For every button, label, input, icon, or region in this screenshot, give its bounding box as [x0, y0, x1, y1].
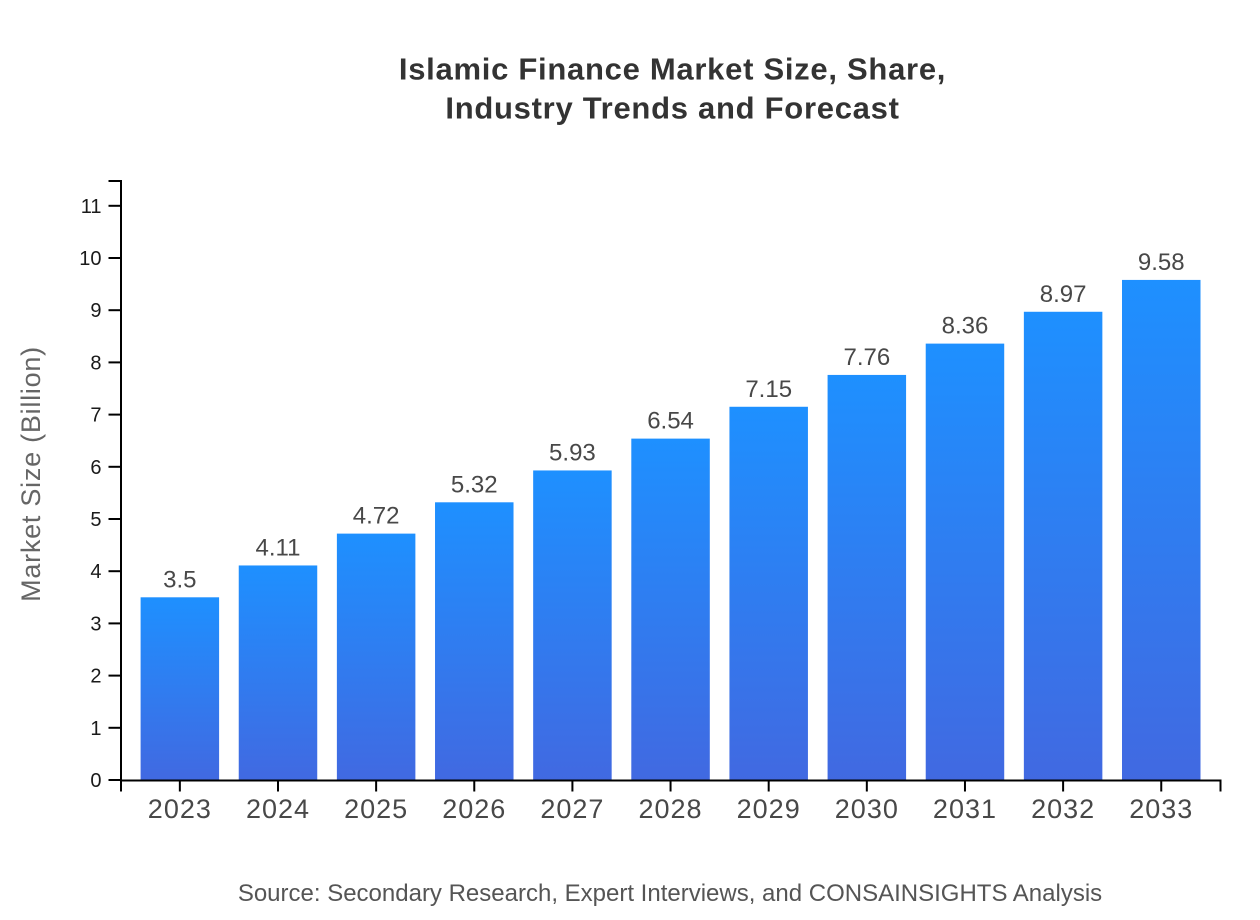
svg-text:0: 0 [90, 770, 101, 792]
svg-text:7.15: 7.15 [745, 376, 792, 403]
svg-text:2023: 2023 [148, 794, 212, 824]
svg-text:7: 7 [90, 405, 101, 427]
svg-text:2031: 2031 [933, 794, 997, 824]
svg-text:2026: 2026 [442, 794, 506, 824]
svg-text:2024: 2024 [246, 794, 310, 824]
svg-text:4: 4 [90, 561, 101, 583]
svg-text:2033: 2033 [1129, 794, 1193, 824]
svg-text:1: 1 [90, 718, 101, 740]
svg-text:3: 3 [90, 613, 101, 635]
svg-text:8.97: 8.97 [1040, 281, 1087, 308]
svg-text:2028: 2028 [639, 794, 703, 824]
svg-text:5.32: 5.32 [451, 471, 498, 498]
svg-text:8.36: 8.36 [942, 313, 989, 340]
svg-text:Source: Secondary Research, Ex: Source: Secondary Research, Expert Inter… [238, 880, 1102, 907]
svg-text:7.76: 7.76 [843, 344, 890, 371]
svg-text:4.72: 4.72 [353, 503, 400, 530]
svg-text:2032: 2032 [1031, 794, 1095, 824]
svg-text:2025: 2025 [344, 794, 408, 824]
svg-text:2030: 2030 [835, 794, 899, 824]
svg-text:2027: 2027 [540, 794, 604, 824]
svg-text:2: 2 [90, 666, 101, 688]
svg-text:9: 9 [90, 300, 101, 322]
svg-text:Industry Trends and Forecast: Industry Trends and Forecast [445, 91, 899, 126]
svg-text:9.58: 9.58 [1138, 249, 1185, 276]
svg-text:10: 10 [79, 248, 101, 270]
svg-text:5: 5 [90, 509, 101, 531]
svg-text:4.11: 4.11 [256, 534, 301, 561]
svg-text:11: 11 [81, 196, 102, 218]
svg-text:5.93: 5.93 [549, 439, 596, 466]
svg-text:Market Size (Billion): Market Size (Billion) [16, 346, 46, 602]
svg-text:2029: 2029 [737, 794, 801, 824]
svg-text:Islamic Finance Market Size, S: Islamic Finance Market Size, Share, [399, 52, 946, 87]
svg-text:3.5: 3.5 [163, 566, 196, 593]
svg-text:6.54: 6.54 [647, 408, 694, 435]
svg-text:8: 8 [90, 352, 101, 374]
svg-text:6: 6 [90, 457, 101, 479]
